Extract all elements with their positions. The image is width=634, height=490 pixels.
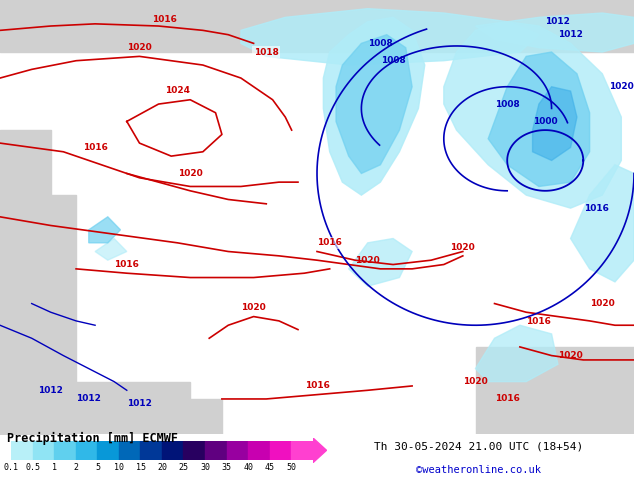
Text: 1012: 1012	[76, 394, 101, 403]
Text: 1000: 1000	[533, 117, 557, 126]
Polygon shape	[323, 17, 425, 195]
Bar	[76, 441, 98, 460]
Text: 1016: 1016	[495, 394, 520, 403]
Text: 1016: 1016	[526, 317, 552, 325]
Text: 30: 30	[200, 463, 210, 471]
Text: 10: 10	[114, 463, 124, 471]
Text: 25: 25	[178, 463, 188, 471]
Bar	[205, 441, 226, 460]
Text: 1020: 1020	[609, 82, 634, 91]
Polygon shape	[476, 13, 634, 52]
Text: 1008: 1008	[368, 39, 393, 48]
Bar	[269, 441, 291, 460]
Text: 1: 1	[52, 463, 57, 471]
Text: 1020: 1020	[241, 303, 266, 312]
Polygon shape	[476, 347, 634, 434]
Text: 40: 40	[243, 463, 253, 471]
Polygon shape	[349, 239, 412, 286]
Text: 1012: 1012	[38, 386, 63, 395]
Text: 45: 45	[264, 463, 275, 471]
Polygon shape	[571, 165, 634, 282]
Text: 1020: 1020	[450, 243, 476, 252]
Polygon shape	[476, 325, 558, 382]
Text: 1008: 1008	[380, 56, 406, 65]
Bar	[162, 441, 183, 460]
Polygon shape	[89, 217, 120, 243]
Text: 1020: 1020	[355, 256, 380, 265]
Bar	[183, 441, 205, 460]
Text: 15: 15	[136, 463, 146, 471]
Polygon shape	[533, 87, 577, 160]
Text: 1012: 1012	[545, 17, 571, 26]
Text: 1016: 1016	[584, 204, 609, 213]
Polygon shape	[444, 22, 621, 208]
Polygon shape	[32, 399, 222, 434]
Text: 1016: 1016	[304, 381, 330, 390]
Bar	[33, 441, 55, 460]
Text: 1008: 1008	[495, 99, 520, 109]
Polygon shape	[0, 382, 190, 434]
Bar	[248, 441, 269, 460]
Text: 1012: 1012	[558, 30, 583, 39]
Text: 1016: 1016	[152, 15, 178, 24]
Text: 1012: 1012	[127, 399, 152, 408]
Text: 1020: 1020	[463, 377, 488, 386]
Text: 35: 35	[221, 463, 231, 471]
Polygon shape	[336, 35, 412, 173]
Text: 20: 20	[157, 463, 167, 471]
Text: 0.5: 0.5	[25, 463, 41, 471]
Polygon shape	[95, 239, 127, 260]
Bar	[98, 441, 119, 460]
Text: 2: 2	[74, 463, 79, 471]
Text: 1016: 1016	[82, 143, 108, 152]
Bar	[226, 441, 248, 460]
Text: Precipitation [mm] ECMWF: Precipitation [mm] ECMWF	[7, 432, 178, 445]
Text: 1020: 1020	[590, 299, 615, 308]
Bar	[55, 441, 76, 460]
Text: ©weatheronline.co.uk: ©weatheronline.co.uk	[416, 465, 541, 475]
Polygon shape	[313, 438, 327, 463]
Text: 1024: 1024	[165, 86, 190, 96]
Text: 1016: 1016	[114, 260, 139, 269]
Text: 1020: 1020	[558, 351, 583, 360]
Text: 0.1: 0.1	[4, 463, 19, 471]
Text: 50: 50	[286, 463, 296, 471]
Text: 5: 5	[95, 463, 100, 471]
Bar	[11, 441, 33, 460]
Text: Th 30-05-2024 21.00 UTC (18+54): Th 30-05-2024 21.00 UTC (18+54)	[374, 441, 583, 452]
Bar	[119, 441, 141, 460]
Text: 1016: 1016	[317, 238, 342, 247]
Bar	[291, 441, 313, 460]
Text: 1018: 1018	[254, 48, 279, 56]
Polygon shape	[241, 9, 539, 65]
Text: 1020: 1020	[178, 169, 203, 178]
Polygon shape	[488, 52, 590, 187]
Text: 1020: 1020	[127, 43, 152, 52]
Bar	[141, 441, 162, 460]
